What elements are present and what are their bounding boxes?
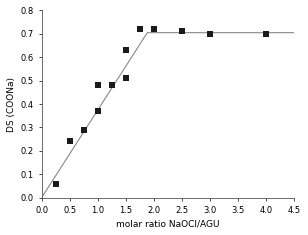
Point xyxy=(208,32,213,36)
Y-axis label: DS (COONa): DS (COONa) xyxy=(7,77,16,132)
Point xyxy=(81,128,86,132)
Point xyxy=(95,83,100,87)
Point xyxy=(124,76,128,80)
Point xyxy=(95,109,100,113)
Point xyxy=(109,83,114,87)
X-axis label: molar ratio NaOCl/AGU: molar ratio NaOCl/AGU xyxy=(116,219,220,228)
Point xyxy=(138,27,143,31)
Point xyxy=(124,48,128,52)
Point xyxy=(53,182,58,185)
Point xyxy=(264,32,269,36)
Point xyxy=(67,140,72,143)
Point xyxy=(152,27,156,31)
Point xyxy=(180,30,184,33)
